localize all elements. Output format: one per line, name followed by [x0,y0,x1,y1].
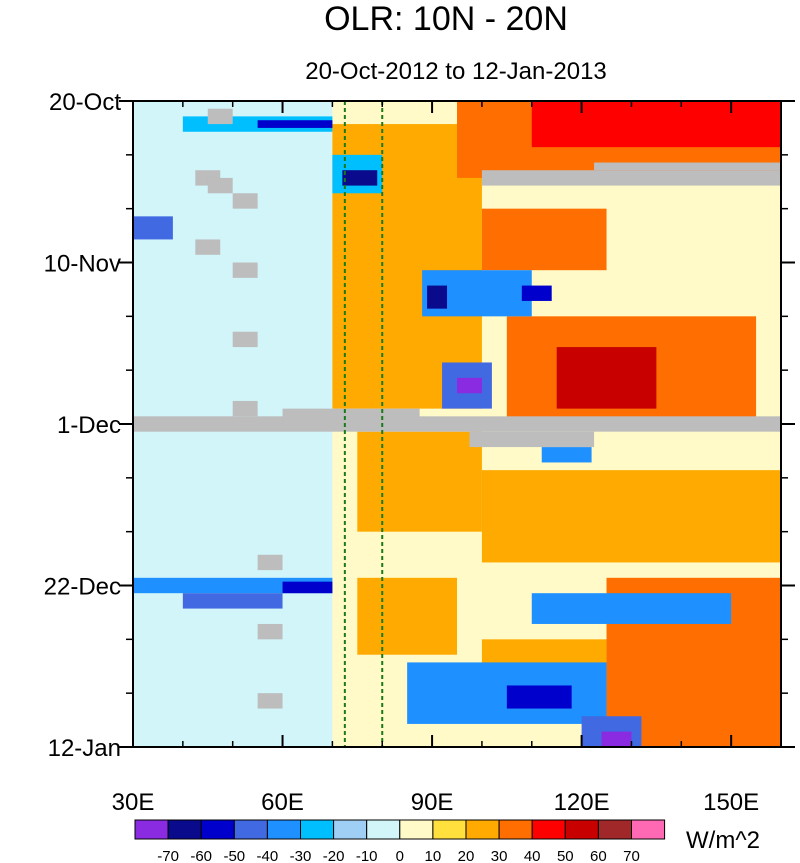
missing-data-cell [207,108,233,125]
anomaly-cell [556,347,657,409]
anomaly-cell [342,170,378,186]
anomaly-cell [531,101,781,148]
colorbar-label: 20 [458,848,475,863]
x-tick-label: 90E [411,789,454,816]
missing-data-cell [232,262,258,278]
colorbar-swatch [531,819,566,840]
colorbar-swatch [498,819,533,840]
x-tick-label: 60E [261,789,304,816]
anomaly-cell [133,216,173,240]
y-tick-label: 22-Dec [44,574,121,601]
colorbar-label: 40 [524,848,541,863]
colorbar-swatch [399,819,434,840]
colorbar-swatch [233,819,268,840]
missing-data-cell [207,177,233,194]
colorbar-label: -50 [223,848,245,863]
colorbar-label: -70 [157,848,179,863]
y-tick-label: 10-Nov [44,251,121,278]
y-tick-label: 12-Jan [48,735,121,762]
colorbar-label: -60 [190,848,212,863]
colorbar-label: 0 [396,848,404,863]
colorbar-swatch [366,819,401,840]
colorbar: -70 -60 -50 -40 -30 -20 -10 0 10 20 30 40 50 60 70 [134,819,666,863]
anomaly-cell [481,208,607,271]
anomaly-cell [521,285,552,301]
missing-data-cell [232,331,258,348]
x-tick-label: 120E [554,789,610,816]
y-tick-label: 20-Oct [49,89,121,116]
colorbar-swatch [564,819,599,840]
missing-data-cell [257,623,283,640]
chart-title: OLR: 10N - 20N [324,0,568,38]
y-tick-label: 1-Dec [57,412,121,439]
missing-data-cell [469,431,595,448]
missing-data-field [133,108,781,709]
colorbar-label: -10 [356,848,378,863]
colorbar-swatch [465,819,500,840]
colorbar-swatch [333,819,368,840]
anomaly-cell [531,593,732,624]
x-tick-label: 30E [112,789,155,816]
colorbar-label: 60 [590,848,607,863]
colorbar-label: -30 [290,848,312,863]
missing-data-cell [133,416,781,432]
colorbar-swatch [631,819,666,840]
x-tick-label: 150E [703,789,759,816]
missing-data-cell [257,554,283,571]
missing-data-cell [232,400,258,417]
colorbar-swatch [300,819,335,840]
colorbar-label: 50 [557,848,574,863]
anomaly-cell [282,581,333,594]
colorbar-swatch [134,819,169,840]
colorbar-label: -20 [323,848,345,863]
anomaly-cell [357,431,482,532]
anomaly-cell [182,593,283,609]
colorbar-swatch [266,819,301,840]
anomaly-cell [506,685,572,709]
colorbar-label: 10 [425,848,442,863]
anomaly-cell [601,731,632,747]
colorbar-label: 30 [491,848,508,863]
colorbar-swatch [167,819,202,840]
anomaly-cell [481,470,781,563]
anomaly-cell [407,662,607,724]
axes: 30E 60E 90E 120E 150E 20-Oct 10-Nov 1-Dec 22-Dec… [44,89,795,816]
colorbar-label: -40 [257,848,279,863]
chart-subtitle: 20-Oct-2012 to 12-Jan-2013 [305,58,607,85]
missing-data-cell [282,408,420,424]
reference-lines [343,101,384,747]
colorbar-units: W/m^2 [686,827,760,854]
missing-data-cell [481,170,781,186]
anomaly-cell [427,285,448,309]
colorbar-swatch [597,819,633,840]
colorbar-swatch [200,819,235,840]
colorbar-label: 70 [623,848,640,863]
missing-data-cell [232,193,258,209]
anomaly-cell [457,377,482,394]
anomaly-cell [541,447,592,463]
missing-data-cell [195,239,221,255]
anomaly-cell [257,120,333,128]
colorbar-swatch [432,819,467,840]
anomaly-cell [357,577,457,655]
missing-data-cell [594,162,781,171]
missing-data-cell [257,693,283,709]
